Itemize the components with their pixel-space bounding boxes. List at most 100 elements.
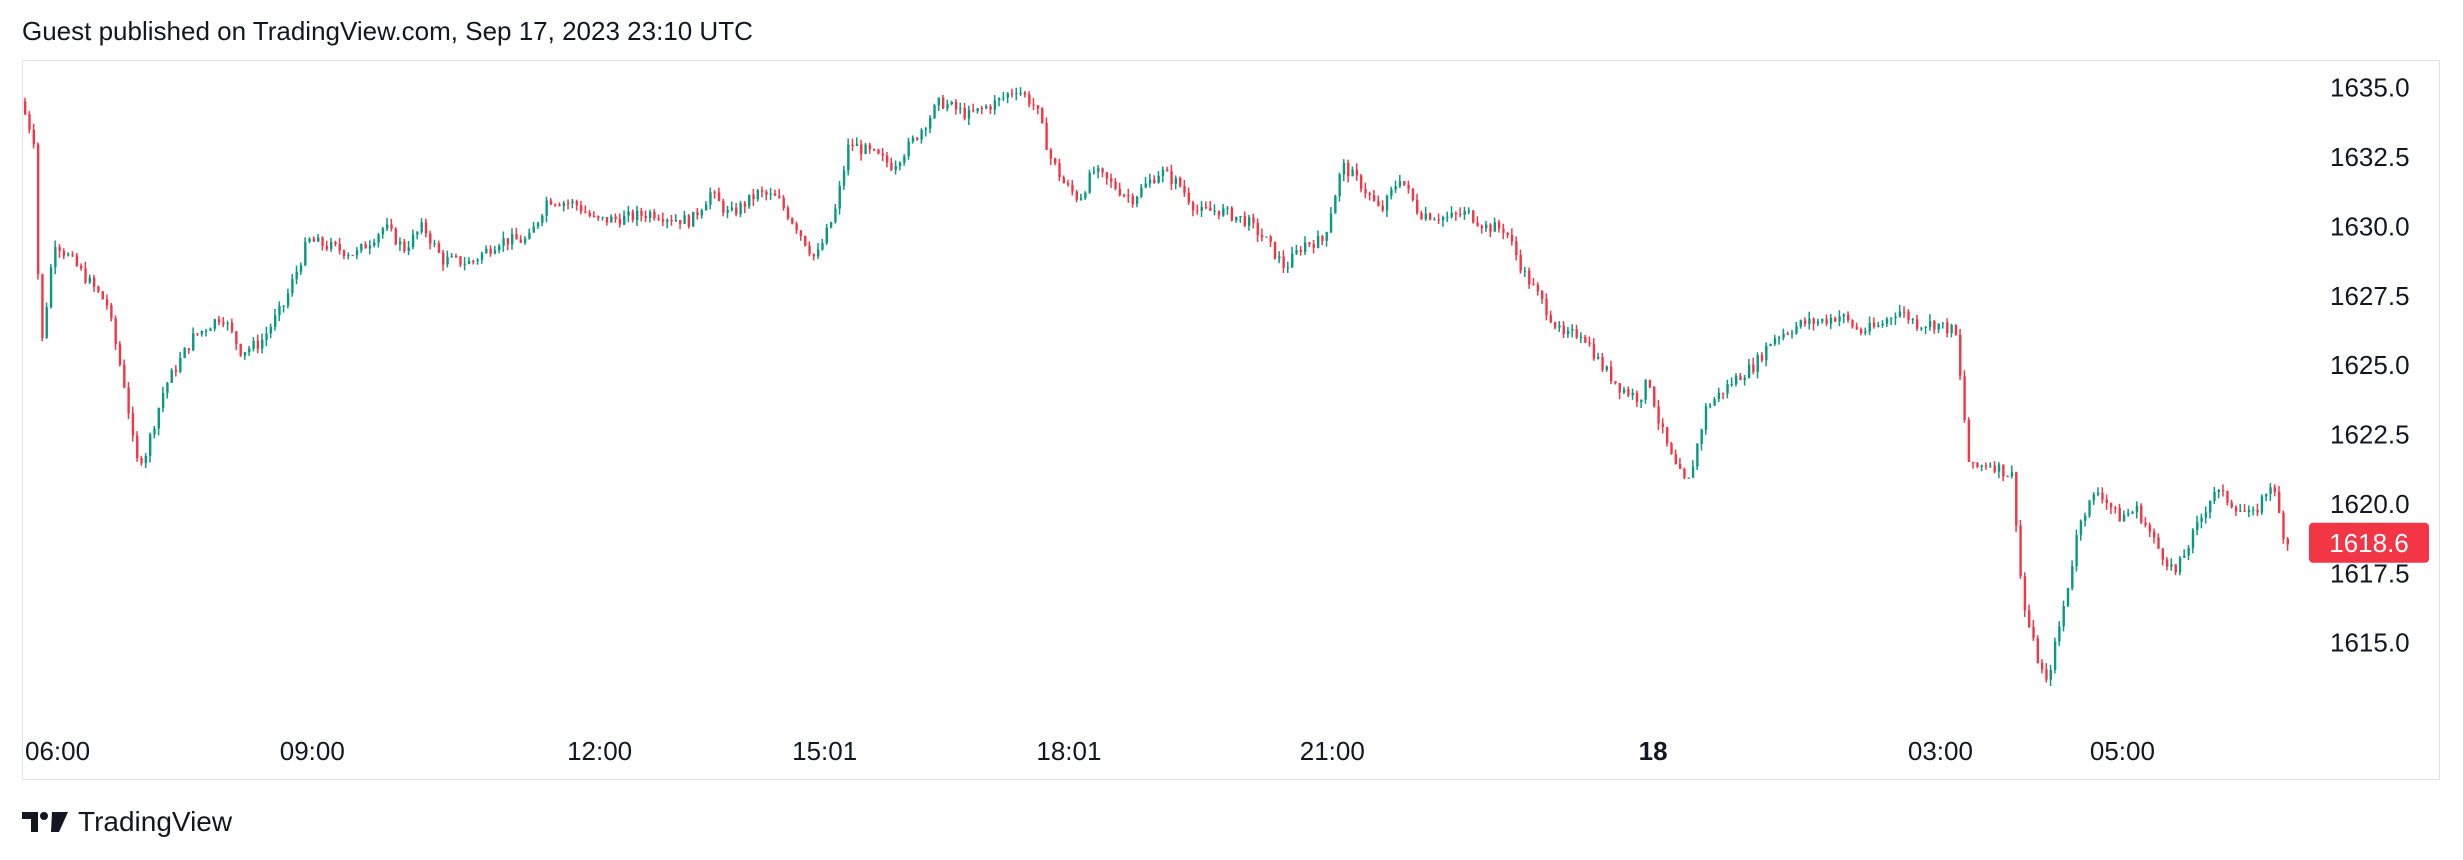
candle-body [1803,320,1807,324]
candle-body [1829,317,1833,324]
candle-body [752,194,755,200]
candle-body [136,435,139,458]
candle-body [1704,406,1708,430]
candle-body [1760,354,1764,361]
candle-body [1015,93,1018,95]
candle-body [58,247,61,252]
tradingview-logo-icon[interactable] [22,810,68,834]
candle-body [536,222,540,227]
candle-body [2196,521,2199,531]
brand-name[interactable]: TradingView [78,806,233,837]
candle-body [88,277,92,283]
candle-body [1847,314,1850,321]
candle-body [1476,222,1479,226]
candle-body [502,238,505,246]
candle-body [571,201,574,204]
candle-body [71,254,74,256]
chart-frame[interactable] [22,60,2440,780]
candle-body [985,106,988,109]
candle-body [489,248,492,254]
publish-header: Guest published on TradingView.com, Sep … [22,16,753,46]
candle-body [170,369,173,383]
candle-body [799,230,803,236]
candle-body [1713,399,1716,406]
candle-body [2174,564,2177,573]
candle-body [2282,512,2285,539]
candle-body [1773,338,1777,345]
candle-body [730,207,734,210]
candle-body [704,204,708,211]
candle-body [1631,392,1634,396]
candle-body [993,100,997,110]
candle-body [420,222,423,233]
candle-body [2230,502,2233,508]
candle-body [950,101,953,105]
candle-body [459,256,462,265]
candle-body [554,204,557,206]
y-tick-label: 1630.0 [2330,211,2410,241]
candle-body [1321,236,1324,241]
candle-body [416,232,419,235]
candle-body [1441,217,1445,221]
candle-body [2006,476,2009,478]
candle-body [847,144,850,171]
candle-body [1428,213,1432,220]
candle-body [597,216,600,218]
candle-body [929,117,932,129]
candle-body [1855,326,1859,330]
candle-body [623,215,626,225]
candle-body [692,211,695,227]
candle-body [2045,669,2048,680]
candle-body [911,137,915,142]
candlestick-chart[interactable]: 1635.0 1632.5 1630.0 1627.5 1625.0 1622.5 1620… [0,0,2463,790]
candle-body [2252,509,2255,511]
candle-body [515,234,518,240]
candle-body [1984,465,1988,467]
candle-body [1045,122,1048,150]
candle-body [1622,389,1626,393]
candle-body [842,170,846,186]
candle-body [498,245,501,251]
candle-body [1890,318,1893,320]
candle-body [1342,163,1346,175]
x-tick-label: 15:01 [792,736,857,766]
candle-body [2200,517,2203,522]
candle-body [1566,330,1570,335]
candle-body [1588,342,1591,344]
candle-body [1032,104,1035,106]
candle-body [295,271,298,280]
candle-body [907,141,910,157]
candle-body [2036,638,2040,664]
candle-body [325,245,329,250]
candle-body [2002,464,2005,477]
candle-body [713,192,716,194]
candle-body [373,242,376,246]
candle-body [1717,392,1721,400]
candle-body [1532,284,1535,286]
candle-body [407,247,410,251]
candle-body [1416,199,1419,213]
candle-body [2032,626,2035,639]
candle-body [1239,216,1242,218]
candle-body [1420,212,1423,220]
candle-body [2079,520,2083,536]
candle-body [1937,323,1940,330]
candle-body [1286,267,1290,269]
candle-body [265,333,268,340]
candle-body [2075,535,2078,567]
candle-body [286,293,290,306]
candle-body [816,249,820,257]
candle-body [291,279,294,294]
candle-body [1066,183,1070,185]
candle-body [1256,222,1259,236]
candle-body [1838,316,1841,322]
candle-body [916,137,919,140]
candle-body [717,192,721,202]
candle-body [1049,149,1053,159]
candle-body [75,255,79,266]
candle-body [1209,207,1212,211]
candle-body [2170,564,2173,567]
candle-body [24,101,27,115]
candle-body [700,210,704,216]
candle-body [877,149,880,154]
